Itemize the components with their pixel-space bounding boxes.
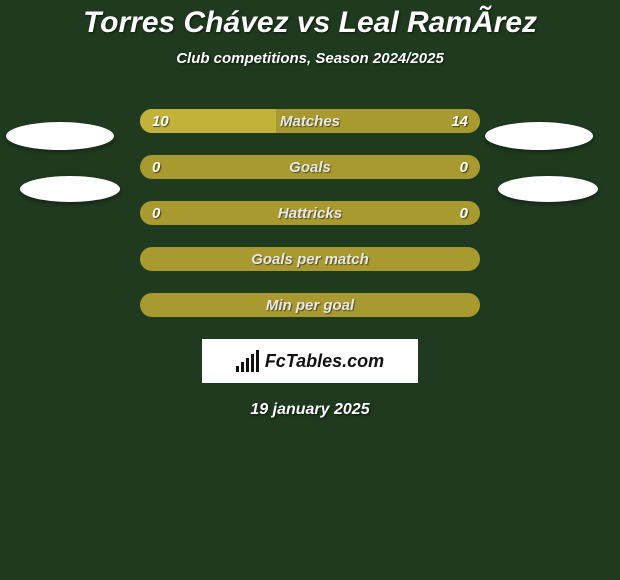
stat-bar: Matches (140, 109, 480, 133)
stat-value-right: 0 (460, 155, 468, 179)
stat-value-right: 14 (451, 109, 468, 133)
stat-bar: Min per goal (140, 293, 480, 317)
fctables-logo: FcTables.com (202, 339, 418, 383)
stat-label: Goals (140, 155, 480, 179)
stat-label: Hattricks (140, 201, 480, 225)
stat-value-right: 0 (460, 201, 468, 225)
date-label: 19 january 2025 (0, 401, 620, 419)
stat-row: Goals per match (0, 247, 620, 271)
page-title: Torres Chávez vs Leal RamÃ­rez (0, 0, 620, 40)
stat-value-left: 0 (152, 201, 160, 225)
stat-label: Min per goal (140, 293, 480, 317)
stat-bar: Goals per match (140, 247, 480, 271)
player-oval (20, 176, 120, 202)
stat-bar: Goals (140, 155, 480, 179)
subtitle: Club competitions, Season 2024/2025 (0, 50, 620, 67)
player-oval (485, 122, 593, 150)
player-oval (6, 122, 114, 150)
stat-row: Min per goal (0, 293, 620, 317)
stat-row: Goals0 0 (0, 155, 620, 179)
logo-text: FcTables.com (265, 351, 384, 372)
player-oval (498, 176, 598, 202)
stat-bar: Hattricks (140, 201, 480, 225)
stat-value-left: 10 (152, 109, 169, 133)
stat-label: Goals per match (140, 247, 480, 271)
logo-bars-icon (236, 350, 259, 372)
stat-label: Matches (140, 109, 480, 133)
stat-value-left: 0 (152, 155, 160, 179)
stat-row: Hattricks0 0 (0, 201, 620, 225)
